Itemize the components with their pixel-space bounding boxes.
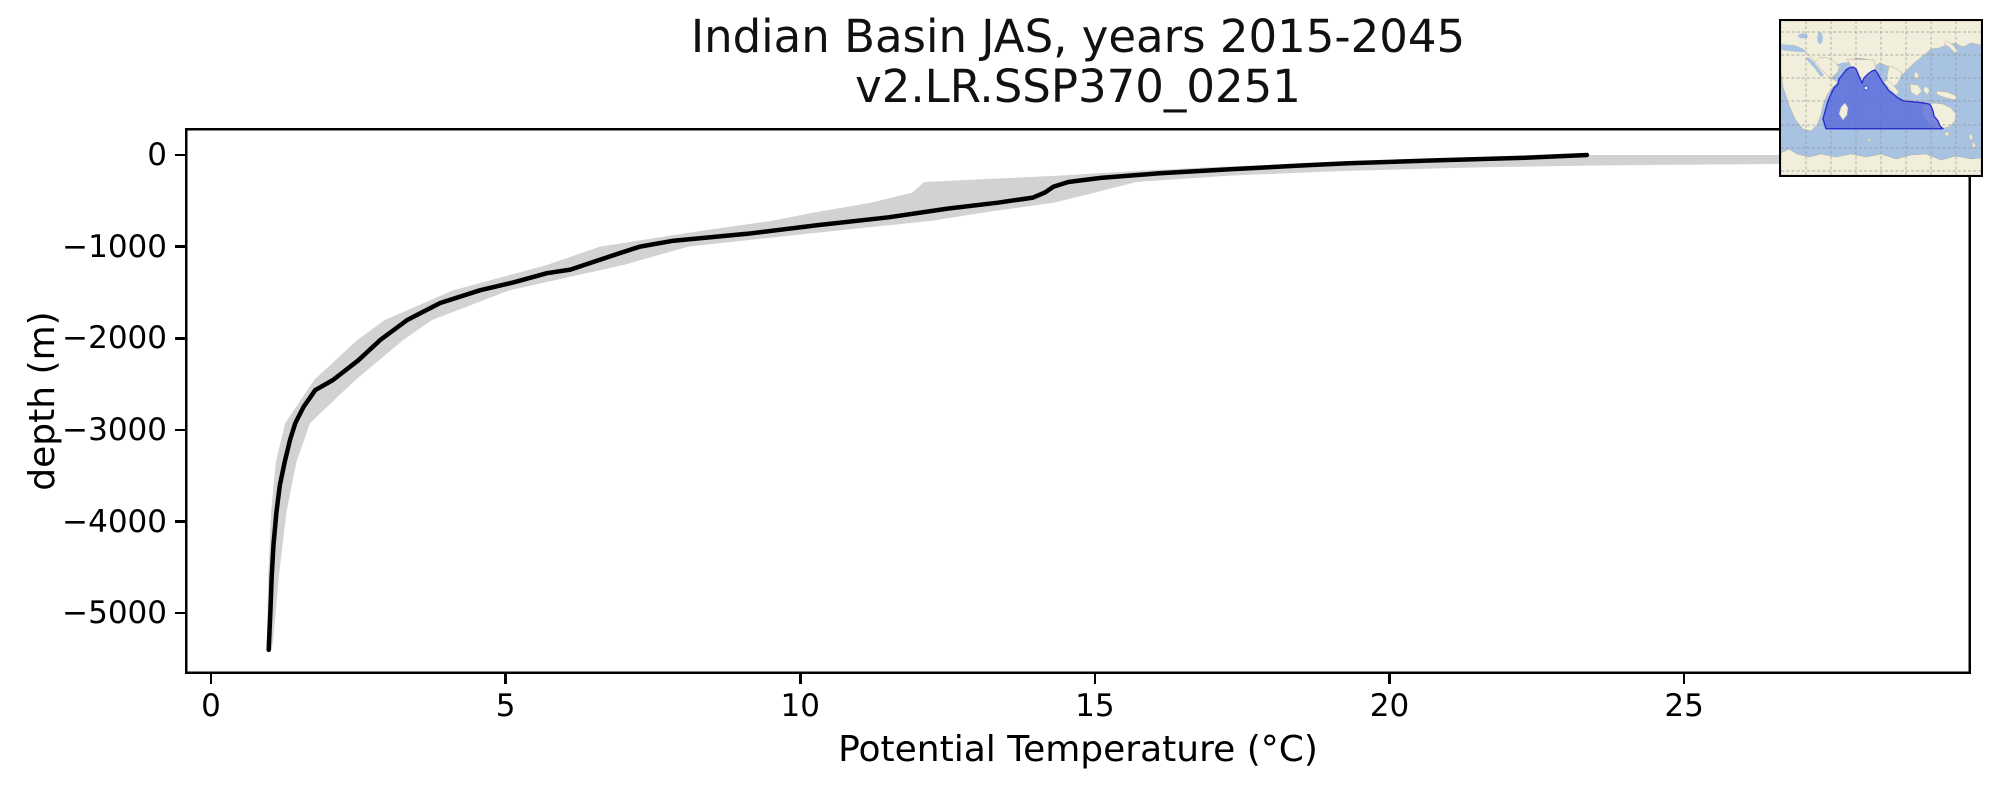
land-new-guinea: [1935, 90, 1958, 101]
profile-plot-svg: [185, 128, 1971, 674]
x-tick-mark: [209, 674, 213, 684]
y-tick-mark: [175, 520, 185, 523]
y-tick-label: 0: [147, 137, 167, 173]
uncertainty-band: [266, 155, 1969, 650]
y-tick-label: −1000: [62, 228, 167, 265]
y-tick-mark: [175, 337, 185, 340]
x-tick-mark: [504, 674, 507, 684]
y-axis-label: depth (m): [22, 311, 63, 491]
inset-map: [1779, 19, 1983, 177]
persian-gulf: [1836, 62, 1847, 67]
y-tick-mark: [175, 428, 185, 432]
y-tick-mark: [175, 245, 185, 248]
plot-area: [185, 128, 1971, 674]
indian-basin-region-overlay: [1822, 66, 1944, 130]
land-new-zealand: [1968, 132, 1977, 149]
x-tick-label: 0: [201, 688, 221, 724]
x-axis-label: Potential Temperature (°C): [838, 729, 1318, 770]
chart-title: Indian Basin JAS, years 2015-2045: [690, 10, 1466, 63]
x-tick-label: 5: [495, 688, 516, 724]
chart-subtitle: v2.LR.SSP370_0251: [855, 60, 1301, 113]
y-tick-label: −2000: [62, 320, 167, 357]
x-tick-label: 25: [1664, 688, 1704, 724]
black-sea: [1798, 33, 1808, 39]
x-tick-mark: [1093, 674, 1097, 684]
x-tick-mark: [799, 674, 802, 684]
land-sulawesi: [1922, 85, 1931, 96]
y-tick-label: −4000: [62, 503, 167, 540]
mean-temperature-profile-line: [266, 152, 1590, 653]
x-tick-label: 15: [1075, 688, 1115, 724]
x-tick-label: 20: [1369, 688, 1410, 724]
land-borneo: [1909, 83, 1923, 97]
y-tick-mark: [175, 611, 185, 615]
red-sea: [1806, 57, 1824, 77]
x-tick-label: 10: [780, 688, 820, 724]
inset-map-svg: [1781, 21, 1981, 175]
y-tick-label: −3000: [62, 411, 167, 448]
mediterranean-sea: [1781, 44, 1807, 52]
y-tick-mark: [175, 153, 185, 157]
x-tick-mark: [1388, 674, 1391, 684]
x-tick-mark: [1682, 674, 1686, 684]
y-tick-label: −5000: [62, 595, 167, 632]
land-kerguelen: [1867, 138, 1871, 142]
caspian-sea: [1817, 32, 1823, 44]
land-sri-lanka: [1863, 85, 1869, 91]
axes-spines: [185, 128, 1971, 674]
land-madagascar: [1838, 102, 1849, 121]
inset-inland-seas: [1781, 32, 1847, 77]
land-sumatra: [1883, 79, 1900, 96]
land-africa: [1781, 44, 1839, 132]
land-japan: [1943, 40, 1959, 54]
land-tasmania: [1944, 131, 1950, 137]
